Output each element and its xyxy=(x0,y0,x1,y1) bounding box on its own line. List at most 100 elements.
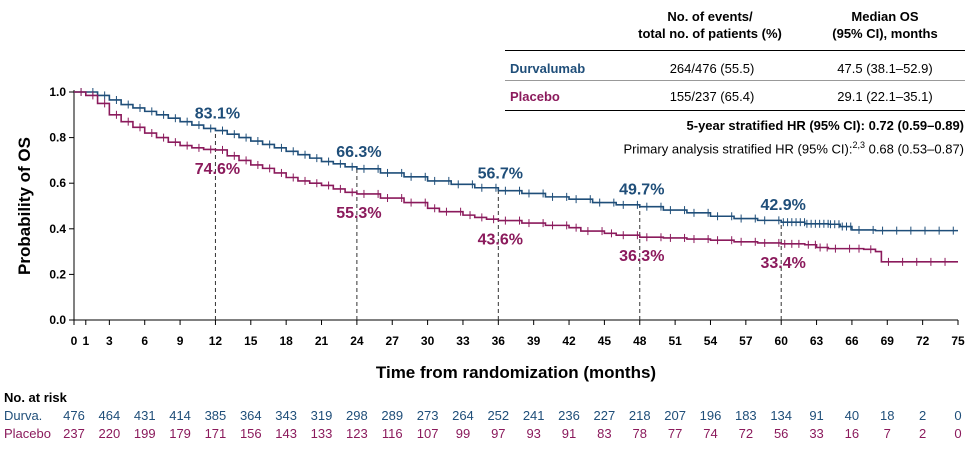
at-risk-value-placebo: 97 xyxy=(491,426,506,441)
at-risk-value-durva: 227 xyxy=(593,408,616,423)
x-tick-label: 36 xyxy=(492,334,506,348)
at-risk-value-durva: 319 xyxy=(310,408,333,423)
x-tick-label: 27 xyxy=(386,334,400,348)
x-tick-label: 63 xyxy=(810,334,824,348)
events-header-line2: total no. of patients (%) xyxy=(638,26,782,41)
at-risk-value-durva: 183 xyxy=(734,408,757,423)
at-risk-value-placebo: 16 xyxy=(844,426,860,441)
at-risk-value-placebo: 77 xyxy=(667,426,683,441)
at-risk-value-durva: 196 xyxy=(699,408,722,423)
at-risk-title: No. at risk xyxy=(4,390,67,405)
at-risk-value-placebo: 56 xyxy=(773,426,789,441)
y-tick-label: 1.0 xyxy=(49,85,66,99)
y-tick-label: 0.2 xyxy=(49,267,66,281)
at-risk-value-placebo: 78 xyxy=(632,426,647,441)
survival-annotation-durvalumab: 49.7% xyxy=(619,182,664,199)
hr-primary: Primary analysis stratified HR (95% CI):… xyxy=(623,140,964,156)
table-rule-mid xyxy=(505,80,965,81)
at-risk-value-durva: 2 xyxy=(919,408,927,423)
hr-primary-value: 0.68 (0.53–0.87) xyxy=(868,141,964,157)
survival-annotation-placebo: 36.3% xyxy=(619,248,664,265)
durvalumab-events: 264/476 (55.5) xyxy=(669,61,755,76)
x-tick-label: 42 xyxy=(562,334,576,348)
y-axis-label: Probability of OS xyxy=(15,137,34,275)
at-risk-value-placebo: 33 xyxy=(809,426,824,441)
table-rule-bottom xyxy=(505,110,965,111)
at-risk-value-placebo: 74 xyxy=(703,426,718,441)
at-risk-value-placebo: 72 xyxy=(738,426,754,441)
x-tick-label: 15 xyxy=(244,334,258,348)
row-label-durvalumab: Durvalumab xyxy=(510,61,586,76)
events-header-line1: No. of events/ xyxy=(667,9,753,24)
x-tick-label: 30 xyxy=(421,334,435,348)
placebo-events: 155/237 (65.4) xyxy=(669,89,755,104)
series-line-durvalumab xyxy=(74,91,958,232)
at-risk-value-durva: 298 xyxy=(346,408,368,423)
y-tick-label: 0.6 xyxy=(49,176,66,190)
at-risk-value-durva: 289 xyxy=(381,408,404,423)
x-tick-label: 0 xyxy=(71,334,78,348)
at-risk-value-placebo: 7 xyxy=(883,426,891,441)
median-header-line1: Median OS xyxy=(851,9,919,24)
at-risk-value-placebo: 107 xyxy=(416,426,439,441)
at-risk-value-durva: 91 xyxy=(809,408,824,423)
survival-annotation-placebo: 33.4% xyxy=(761,255,806,272)
at-risk-value-durva: 252 xyxy=(487,408,510,423)
at-risk-label-durva: Durva. xyxy=(4,408,43,423)
at-risk-value-durva: 0 xyxy=(954,408,962,423)
hr-primary-sup: 2,3 xyxy=(852,140,865,150)
at-risk-value-durva: 414 xyxy=(169,408,191,423)
x-axis-label: Time from randomization (months) xyxy=(376,363,656,382)
hr-5yr: 5-year stratified HR (95% CI): 0.72 (0.5… xyxy=(687,118,964,133)
row-label-placebo: Placebo xyxy=(510,89,560,104)
x-tick-label: 45 xyxy=(598,334,612,348)
x-tick-label: 72 xyxy=(916,334,930,348)
at-risk-label-placebo: Placebo xyxy=(4,426,51,441)
at-risk-value-placebo: 143 xyxy=(275,426,297,441)
x-tick-label: 75 xyxy=(951,334,965,348)
at-risk-value-durva: 236 xyxy=(558,408,580,423)
y-tick-label: 0.8 xyxy=(49,131,66,145)
at-risk-value-durva: 134 xyxy=(770,408,793,423)
at-risk-value-durva: 40 xyxy=(844,408,860,423)
at-risk-value-durva: 18 xyxy=(880,408,895,423)
survival-annotation-durvalumab: 42.9% xyxy=(761,197,806,214)
at-risk-value-placebo: 156 xyxy=(239,426,262,441)
at-risk-value-durva: 364 xyxy=(239,408,262,423)
table-rule-top xyxy=(505,50,965,51)
at-risk-value-durva: 264 xyxy=(452,408,474,423)
at-risk-value-placebo: 93 xyxy=(526,426,541,441)
x-tick-label: 60 xyxy=(775,334,789,348)
x-tick-label: 39 xyxy=(527,334,541,348)
at-risk-value-placebo: 91 xyxy=(561,426,577,441)
at-risk-value-placebo: 2 xyxy=(919,426,927,441)
at-risk-value-placebo: 99 xyxy=(455,426,471,441)
x-tick-label: 54 xyxy=(704,334,718,348)
survival-annotation-durvalumab: 83.1% xyxy=(195,106,240,123)
at-risk-value-durva: 385 xyxy=(204,408,227,423)
survival-annotation-placebo: 74.6% xyxy=(195,161,240,178)
x-tick-label: 24 xyxy=(350,334,364,348)
at-risk-value-placebo: 116 xyxy=(381,426,403,441)
at-risk-value-placebo: 179 xyxy=(169,426,191,441)
at-risk-value-placebo: 133 xyxy=(310,426,333,441)
at-risk-value-durva: 476 xyxy=(63,408,85,423)
x-tick-label: 18 xyxy=(279,334,293,348)
series-line-placebo xyxy=(74,91,958,263)
hr-5yr-label: 5-year stratified HR (95% CI): xyxy=(686,118,865,133)
survival-annotation-durvalumab: 66.3% xyxy=(336,144,381,161)
x-tick-label: 69 xyxy=(881,334,895,348)
x-tick-label: 3 xyxy=(106,334,113,348)
at-risk-value-durva: 464 xyxy=(98,408,121,423)
x-tick-label: 48 xyxy=(633,334,647,348)
at-risk-value-durva: 431 xyxy=(133,408,156,423)
x-tick-label: 51 xyxy=(668,334,682,348)
at-risk-value-placebo: 237 xyxy=(63,426,85,441)
at-risk-value-placebo: 123 xyxy=(346,426,368,441)
median-header-line2: (95% CI), months xyxy=(832,26,938,41)
survival-annotation-placebo: 55.3% xyxy=(336,205,381,222)
at-risk-value-durva: 273 xyxy=(416,408,439,423)
survival-annotation-durvalumab: 56.7% xyxy=(478,166,523,183)
